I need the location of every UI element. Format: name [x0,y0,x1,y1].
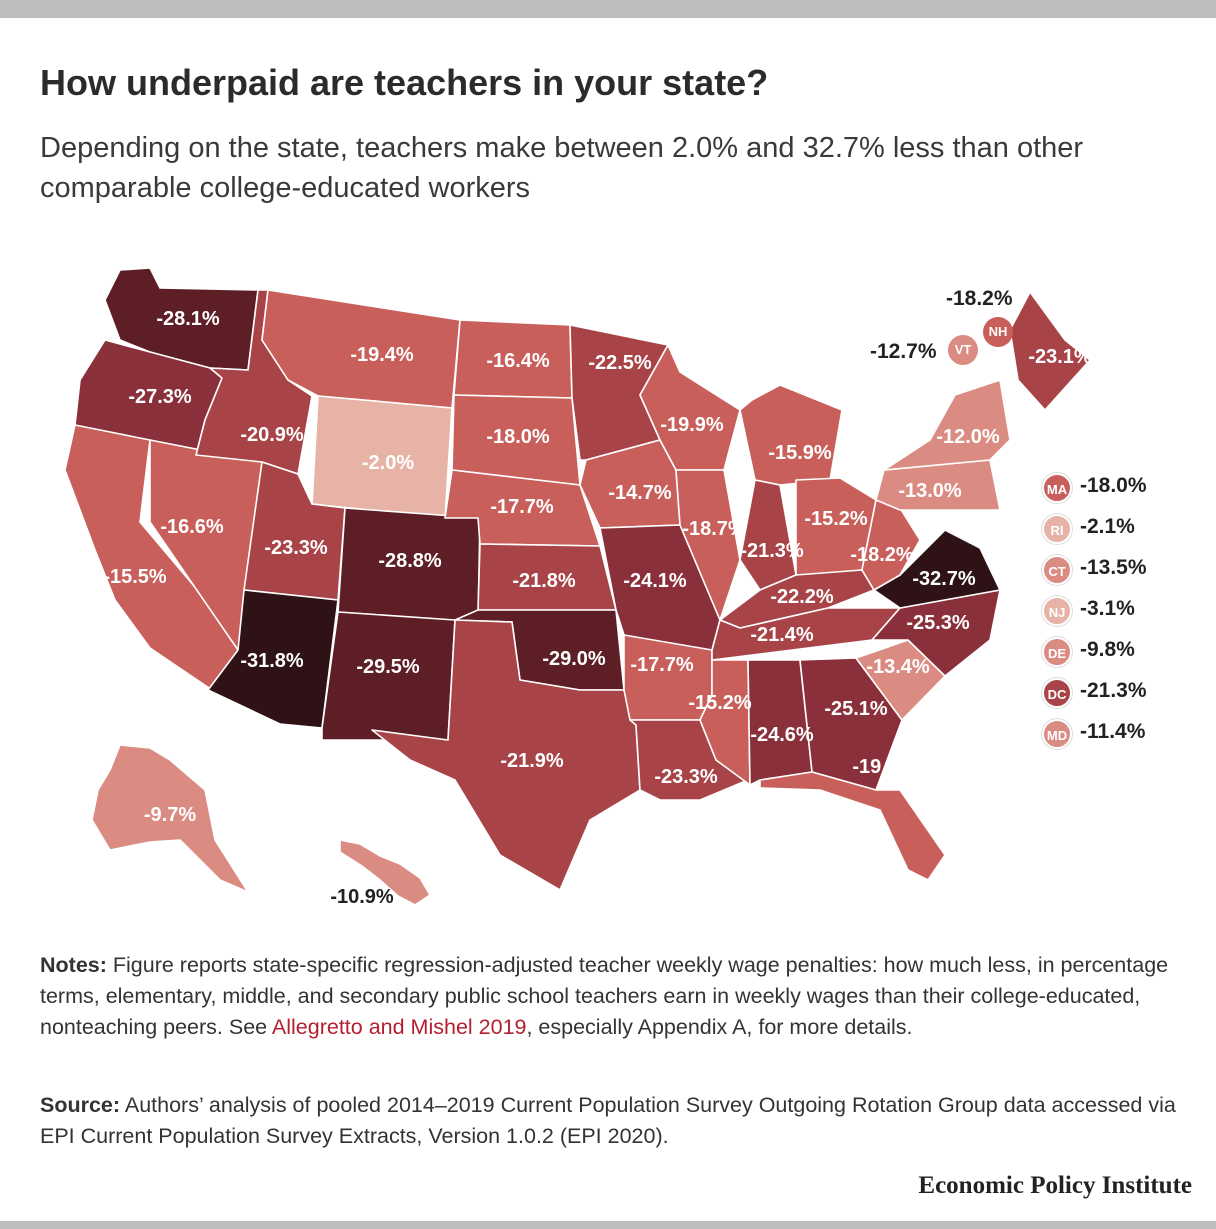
bottom-bar [0,1221,1216,1229]
legend-row-ct: CT -13.5% [1042,552,1192,585]
state-label-ca: -15.5% [103,566,167,588]
state-fl [759,771,946,881]
legend-badge-ct: CT [1042,555,1072,585]
state-label-ms: -15.2% [688,692,752,714]
state-pa [875,459,1001,511]
notes-label: Notes: [40,953,107,977]
callout-value-vt: -12.7% [870,340,937,363]
legend-badge-ma: MA [1042,473,1072,503]
chart-subtitle: Depending on the state, teachers make be… [40,132,1084,204]
legend-value-nj: -3.1% [1080,597,1135,620]
legend-value-md: -11.4% [1080,720,1146,743]
notes-text-2: , especially Appendix A, for more detail… [526,1015,913,1039]
legend-badge-md: MD [1042,719,1072,749]
notes: Notes: Figure reports state-specific reg… [40,950,1180,1043]
state-label-ok: -29.0% [542,648,606,670]
legend-badge-de: DE [1042,637,1072,667]
state-label-va: -32.7% [912,568,976,590]
state-az [207,589,339,729]
state-label-al: -24.6% [750,724,814,746]
state-label-ne: -17.7% [490,496,554,518]
state-label-oh: -15.2% [804,508,868,530]
brand-logo: Economic Policy Institute [918,1172,1192,1199]
legend-value-de: -9.8% [1080,638,1135,661]
state-label-wi: -19.9% [660,414,724,436]
top-bar [0,0,1216,18]
state-ny [883,379,1011,471]
state-label-wy: -2.0% [362,452,414,474]
us-map: -28.1% -27.3% -15.5% -16.6% -20.9% -19.4% -2.0… [64,267,1092,908]
callout-badge-vt: VT [948,335,978,365]
state-label-pa: -13.0% [898,480,962,502]
state-tn [711,607,901,661]
state-label-wa: -28.1% [156,308,220,330]
state-label-hi: -10.9% [330,886,394,908]
legend-badge-nj: NJ [1042,596,1072,626]
state-label-ak: -9.7% [144,804,196,826]
state-label-mn: -22.5% [588,352,652,374]
state-label-ny: -12.0% [936,426,1000,448]
state-label-or: -27.3% [128,386,192,408]
state-label-sd: -18.0% [486,426,550,448]
state-label-la: -23.3% [654,766,718,788]
callout-badge-nh: NH [983,317,1013,347]
state-label-nv: -16.6% [160,516,224,538]
state-label-fl: -19.3% [852,756,916,778]
legend-row-nj: NJ -3.1% [1042,593,1192,626]
state-label-ar: -17.7% [630,654,694,676]
state-label-ga: -25.1% [824,698,888,720]
state-label-ut: -23.3% [264,537,328,559]
state-label-mi: -15.9% [768,442,832,464]
state-label-il: -18.7% [682,518,746,540]
state-label-ky: -22.2% [770,586,834,608]
state-label-mo: -24.1% [623,570,687,592]
legend-value-ri: -2.1% [1080,515,1135,538]
labels-layer: -28.1% -27.3% -15.5% -16.6% -20.9% -19.4% -2.0… [103,308,1092,908]
state-label-ia: -14.7% [608,482,672,504]
state-tx [371,619,641,891]
legend-value-ct: -13.5% [1080,556,1147,579]
source-text: Authors’ analysis of pooled 2014–2019 Cu… [40,1093,1176,1148]
state-label-wv: -18.2% [850,544,914,566]
state-label-az: -31.8% [240,650,304,672]
legend-value-ma: -18.0% [1080,474,1147,497]
state-ak [91,744,249,893]
source: Source: Authors’ analysis of pooled 2014… [40,1090,1180,1152]
legend-row-dc: DC -21.3% [1042,675,1192,708]
state-mi [739,384,843,486]
state-label-nc: -25.3% [906,612,970,634]
state-label-sc: -13.4% [866,656,930,678]
state-label-nm: -29.5% [356,656,420,678]
legend-badge-ri: RI [1042,514,1072,544]
state-label-me: -23.1% [1028,346,1092,368]
state-ga [799,657,903,791]
state-il [675,469,741,621]
state-hi [339,839,431,906]
legend-badge-dc: DC [1042,678,1072,708]
state-label-tn: -21.4% [750,624,814,646]
chart-title: How underpaid are teachers in your state… [40,62,769,103]
state-label-ks: -21.8% [512,570,576,592]
state-label-nd: -16.4% [486,350,550,372]
state-label-in: -21.3% [740,540,804,562]
callout-value-nh: -18.2% [946,287,1013,310]
state-label-id: -20.9% [240,424,304,446]
state-label-tx: -21.9% [500,750,564,772]
citation-link[interactable]: Allegretto and Mishel 2019 [271,1015,527,1039]
legend-row-ma: MA -18.0% [1042,470,1192,503]
states-layer [64,267,1091,906]
legend-row-ri: RI -2.1% [1042,511,1192,544]
notes-text: Figure reports state-specific regression… [40,953,1169,1039]
legend-value-dc: -21.3% [1080,679,1147,702]
legend-row-de: DE -9.8% [1042,634,1192,667]
state-label-co: -28.8% [378,550,442,572]
source-label: Source: [40,1093,121,1117]
state-label-mt: -19.4% [350,344,414,366]
state-in [739,479,797,591]
legend-row-md: MD -11.4% [1042,716,1192,749]
